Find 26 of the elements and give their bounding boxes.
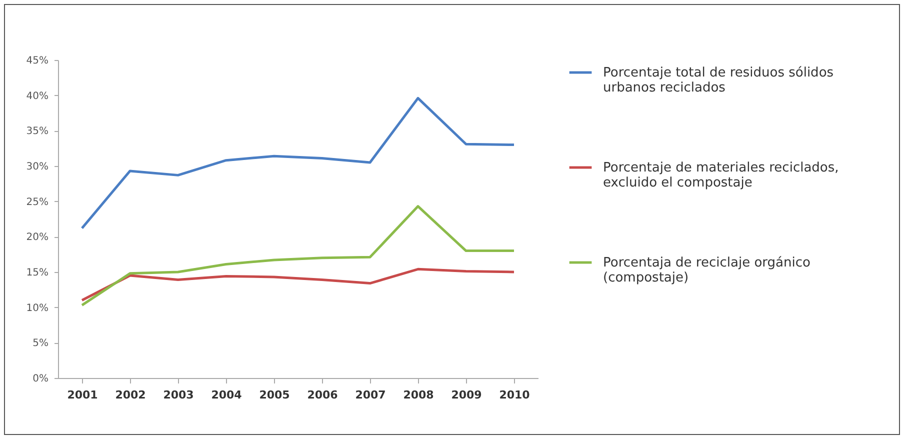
legend-label: Porcentaja de reciclaje orgánico (compostaje) [603, 256, 810, 286]
x-tick-label: 2001 [67, 388, 98, 402]
x-tick-label: 2006 [307, 388, 338, 402]
y-tick-label: 0% [32, 374, 48, 384]
legend-label: Porcentaje total de residuos sólidos urbanos reciclados [603, 66, 834, 96]
line-series [80, 205, 516, 306]
y-tick-label: 25% [26, 196, 48, 208]
legend-label: Porcentaje de materiales reciclados, excluido el compostaje [603, 160, 839, 190]
y-tick-label: 10% [26, 302, 48, 314]
x-tick-label: 2010 [499, 388, 530, 402]
x-tick-label: 2007 [355, 388, 386, 402]
y-tick-label: 15% [26, 268, 48, 278]
y-tick-label: 35% [26, 126, 48, 138]
x-tick-label: 2002 [115, 388, 146, 402]
y-tick-label: 45% [26, 56, 48, 66]
x-tick-label: 2005 [259, 388, 290, 402]
line-series [80, 268, 516, 302]
x-tick-label: 2004 [211, 388, 242, 402]
y-tick-label: 40% [26, 90, 48, 102]
y-tick-label: 30% [26, 162, 48, 172]
y-tick-label: 20% [26, 232, 48, 244]
y-tick-label: 5% [32, 338, 48, 350]
x-tick-label: 2009 [451, 388, 482, 402]
x-tick-label: 2008 [403, 388, 434, 402]
x-tick-label: 2003 [163, 388, 194, 402]
line-series [80, 96, 516, 230]
